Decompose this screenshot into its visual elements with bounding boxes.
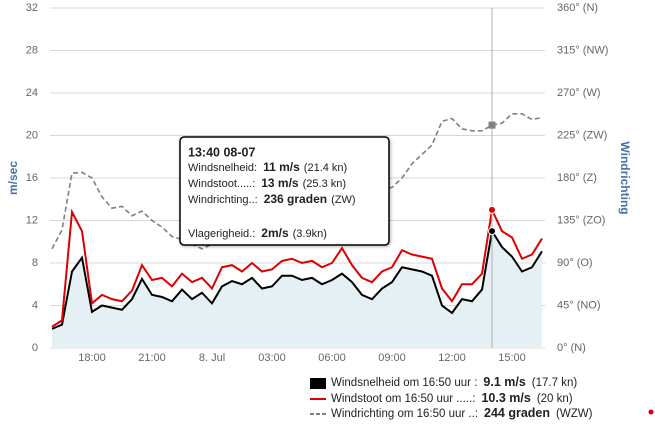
tooltip-title: 13:40 08-07 [188,145,255,159]
y-tick-label: 32 [26,2,38,14]
y-tick-label: 4 [32,299,38,311]
y-axis-title: m/sec [6,161,20,195]
y-tick-label: 8 [32,257,38,269]
y-tick-label: 28 [26,44,38,56]
tooltip-extra: (21.4 kn) [304,162,347,174]
legend-name: Windstoot om 16:50 uur .....: [331,393,475,405]
x-tick-label: 18:00 [78,352,106,364]
legend: Windsnelheid om 16:50 uur : 9.1 m/s (17.7 … [310,375,593,420]
marker [488,227,496,236]
legend-entry: Windstoot om 16:50 uur .....: 10.3 m/s (20… [331,391,573,405]
status-dot [648,409,654,415]
legend-legend-value: 244 graden [484,406,550,420]
y2-tick-label: 360° (N) [557,2,598,14]
y-tick-label: 16 [26,172,38,184]
tooltip-value: 11 m/s [263,160,300,174]
marker [488,205,496,214]
y2-tick-label: 270° (W) [557,87,601,99]
y2-tick-label: 180° (Z) [557,172,597,184]
tooltip-row: Windstoot.....: 13 m/s (25.3 kn) [188,176,346,190]
tooltip-label: Windstoot.....: [188,178,255,190]
legend-entry: Windsnelheid om 16:50 uur : 9.1 m/s (17.7 … [331,375,577,389]
series-line [51,206,543,328]
x-tick-label: 21:00 [138,352,166,364]
y-tick-label: 0 [32,342,38,354]
legend-legend-extra: (WZW) [556,408,593,420]
y-tick-label: 20 [26,129,38,141]
y2-tick-label: 135° (ZO) [557,214,605,226]
legend-legend-value: 10.3 m/s [481,391,530,405]
marker [488,121,496,129]
y2-tick-label: 0° (N) [557,342,586,354]
tooltip-label: Windsnelheid: [188,162,257,174]
x-tick-label: 03:00 [258,352,286,364]
y2-tick-label: 225° (ZW) [557,129,607,141]
y2-axis-title: Windrichting [618,141,632,214]
tooltip-box [179,136,390,246]
legend-legend-extra: (20 kn) [537,393,573,405]
legend-legend-extra: (17.7 kn) [532,377,578,389]
legend-name: Windrichting om 16:50 uur ..: [331,408,478,420]
tooltip-value: 13 m/s [261,176,299,190]
x-tick-label: 12:00 [438,352,466,364]
series-line [51,112,543,250]
grid: 0 4 8 12 16 20 24 28 32 0° (N) 45° (NO) 90° (O) 135°… [26,2,609,364]
y-tick-label: 12 [26,214,38,226]
tooltip-extra: (ZW) [331,194,355,206]
tooltip-value: 236 graden [264,192,327,206]
area [52,231,542,348]
tooltip-value: 2m/s [261,226,289,240]
tooltip-row: Vlagerigheid.: 2m/s (3.9kn) [188,226,327,240]
series-line [51,228,543,330]
legend-entry: Windrichting om 16:50 uur ..: 244 graden (… [331,406,593,420]
legend-swatch [310,378,326,389]
y2-tick-label: 315° (NW) [557,44,608,56]
y-tick-label: 24 [26,87,38,99]
tooltip-extra: (3.9kn) [293,228,327,240]
x-tick-label: 06:00 [318,352,346,364]
x-tick-label: 15:00 [498,352,526,364]
tooltip-extra: (25.3 kn) [303,178,346,190]
plot-area [51,8,543,348]
tooltip-label: Windrichting..: [188,194,258,206]
x-tick-label: 8. Jul [199,352,225,364]
tooltip-row: Windrichting..: 236 graden (ZW) [188,192,356,206]
legend-legend-value: 9.1 m/s [483,375,525,389]
y2-tick-label: 90° (O) [557,257,593,269]
legend-name: Windsnelheid om 16:50 uur : [331,377,477,389]
tooltip-label: Vlagerigheid.: [188,228,255,240]
x-tick-label: 09:00 [378,352,406,364]
tooltip-row: Windsnelheid: 11 m/s (21.4 kn) [188,160,347,174]
y2-tick-label: 45° (NO) [557,299,601,311]
